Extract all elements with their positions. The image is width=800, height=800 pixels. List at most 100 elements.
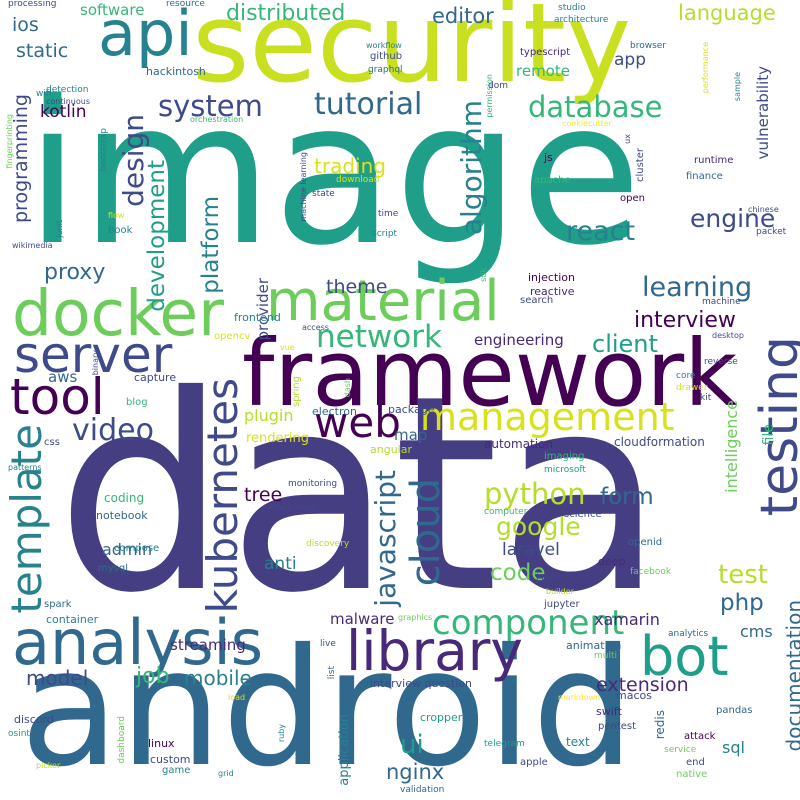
word-frontend: frontend bbox=[234, 311, 281, 324]
word-binary: binary bbox=[91, 350, 100, 376]
word-cloud: cloud bbox=[403, 478, 449, 587]
word-react: react bbox=[566, 216, 636, 247]
word-software: software bbox=[80, 1, 145, 19]
word-remote: remote bbox=[516, 62, 570, 80]
word-android: android bbox=[20, 615, 635, 800]
word-finance: finance bbox=[686, 171, 723, 182]
word-telegram: telegram bbox=[484, 739, 525, 749]
word-desktop: desktop bbox=[712, 331, 744, 340]
word-material: material bbox=[266, 269, 500, 334]
word-microsoft: microsoft bbox=[544, 465, 586, 475]
word-network: network bbox=[316, 319, 442, 355]
word-script: script bbox=[372, 229, 398, 239]
word-open: open bbox=[620, 193, 645, 204]
word-wikimedia: wikimedia bbox=[12, 241, 53, 250]
word-ios: ios bbox=[12, 14, 39, 36]
word-fingerprinting: fingerprinting bbox=[5, 114, 14, 169]
word-live: live bbox=[320, 639, 336, 649]
word-capture: capture bbox=[134, 371, 177, 384]
word-end: end bbox=[686, 757, 705, 768]
word-access: access bbox=[302, 323, 329, 332]
word-sample: sample bbox=[733, 72, 742, 102]
word-engine: engine bbox=[690, 204, 776, 233]
word-core: core bbox=[676, 371, 696, 381]
word-anti: anti bbox=[264, 554, 297, 574]
word-programming: programming bbox=[10, 94, 32, 223]
word-extension: extension bbox=[596, 674, 689, 696]
word-learning: learning bbox=[642, 272, 753, 303]
word-dom: dom bbox=[488, 81, 508, 91]
word-css: css bbox=[44, 437, 60, 448]
word-interview: interview bbox=[634, 308, 736, 333]
word-compose: compose bbox=[114, 543, 160, 554]
word-pandas: pandas bbox=[716, 705, 753, 716]
word-blog: blog bbox=[126, 397, 148, 408]
word-web: web bbox=[314, 398, 401, 447]
word-php: php bbox=[720, 590, 764, 616]
word-static: static bbox=[16, 40, 69, 62]
word-js: js bbox=[544, 151, 553, 164]
word-vue: vue bbox=[280, 343, 295, 352]
word-xamarin: xamarin bbox=[594, 610, 660, 629]
word-security: security bbox=[192, 0, 632, 107]
word-laravel: laravel bbox=[502, 540, 560, 560]
word-provider: provider bbox=[254, 278, 272, 341]
word-component: component bbox=[432, 603, 625, 643]
word-notebook: notebook bbox=[96, 509, 148, 522]
word-graphql: graphql bbox=[368, 65, 403, 75]
word-streaming: streaming bbox=[170, 636, 246, 654]
word-github: github bbox=[370, 51, 403, 62]
word-deep: deep bbox=[598, 555, 626, 568]
word-git: git bbox=[582, 753, 596, 764]
word-trading: trading bbox=[314, 154, 386, 178]
word-junit: junit bbox=[55, 220, 64, 238]
word-graphics: graphics bbox=[398, 613, 433, 622]
word-opencv: opencv bbox=[214, 331, 251, 342]
word-openid: openid bbox=[628, 537, 663, 548]
word-kit: kit bbox=[700, 393, 712, 403]
word-algorithm: algorithm bbox=[455, 100, 488, 236]
word-flow: flow bbox=[108, 211, 125, 220]
word-service: service bbox=[664, 745, 697, 755]
word-ui: ui bbox=[400, 730, 424, 760]
word-discord: discord bbox=[14, 713, 54, 726]
word-apple: apple bbox=[520, 757, 548, 768]
word-imaging: imaging bbox=[544, 451, 585, 462]
word-processing: processing bbox=[8, 0, 57, 9]
word-python: python bbox=[484, 477, 586, 511]
word-time: time bbox=[378, 209, 399, 219]
word-sql: sql bbox=[722, 738, 745, 757]
word-cropper: cropper bbox=[420, 711, 463, 724]
word-form: form bbox=[600, 484, 654, 510]
word-framework: framework bbox=[242, 320, 738, 427]
word-documentation: documentation bbox=[782, 600, 800, 752]
word-reverse: reverse bbox=[704, 357, 738, 367]
word-monitoring: monitoring bbox=[288, 479, 338, 489]
word-automation: automation bbox=[484, 437, 554, 451]
word-patterns: patterns bbox=[8, 463, 42, 472]
word-package: package bbox=[388, 403, 435, 416]
word-development: development bbox=[144, 160, 170, 312]
word-cookiecutter: cookiecutter bbox=[562, 119, 612, 128]
word-sdk: sdk bbox=[479, 268, 488, 282]
word-cloudformation: cloudformation bbox=[614, 435, 705, 449]
word-client: client bbox=[592, 330, 658, 358]
word-spark: spark bbox=[44, 599, 72, 610]
word-grid: grid bbox=[218, 769, 234, 778]
word-custom: custom bbox=[150, 753, 191, 766]
word-facebook: facebook bbox=[630, 567, 672, 577]
word-bot: bot bbox=[640, 625, 729, 688]
word-admin: admin bbox=[102, 540, 153, 559]
word-platform: platform bbox=[198, 196, 224, 294]
word-spring: spring bbox=[291, 376, 302, 408]
word-performance: performance bbox=[701, 42, 710, 94]
word-kotlin: kotlin bbox=[40, 102, 87, 122]
word-api: api bbox=[98, 0, 193, 70]
word-continuous: continuous bbox=[46, 97, 90, 106]
word-tree: tree bbox=[244, 484, 283, 506]
word-science: science bbox=[564, 509, 602, 520]
word-database: database bbox=[528, 90, 663, 124]
word-pentest: pentest bbox=[598, 721, 637, 732]
word-system: system bbox=[158, 89, 263, 123]
word-container: container bbox=[46, 613, 99, 626]
